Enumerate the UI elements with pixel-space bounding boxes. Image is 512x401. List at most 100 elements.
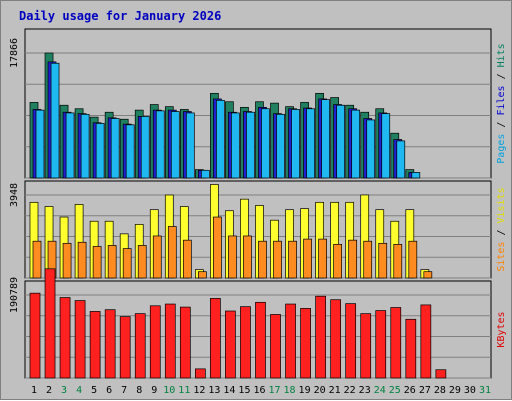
- x-tick-label: 19: [299, 385, 311, 396]
- top-legend: Pages / Files / Hits: [496, 43, 507, 163]
- mid-bar-sites: [182, 239, 192, 279]
- top-bar-pages: [366, 119, 376, 179]
- top-bar-pages: [170, 111, 180, 179]
- x-tick-label: 17: [268, 385, 280, 396]
- x-tick-label: 23: [359, 385, 371, 396]
- mid-ymax-label: 3948: [9, 183, 20, 207]
- bot-bar-kbytes: [375, 310, 387, 379]
- bot-bar-kbytes: [29, 292, 41, 379]
- mid-bar-sites: [152, 235, 162, 279]
- top-bar-pages: [140, 116, 150, 179]
- top-ymax-label: 17866: [9, 38, 20, 68]
- top-bar-pages: [306, 108, 315, 179]
- legend-entry: /: [496, 223, 507, 241]
- mid-legend: Sites / Visits: [496, 187, 507, 271]
- x-tick-label: 6: [106, 385, 112, 396]
- mid-bar-sites: [77, 241, 87, 279]
- top-bar-pages: [336, 104, 345, 179]
- bot-bar-kbytes: [104, 309, 116, 379]
- top-bar-pages: [185, 112, 195, 179]
- mid-bar-sites: [363, 240, 373, 279]
- top-bar-pages: [216, 99, 225, 179]
- bot-ymax-label: 190789: [9, 277, 20, 313]
- x-tick-label: 12: [193, 385, 205, 396]
- top-bar-pages: [321, 99, 330, 179]
- bot-bar-kbytes: [119, 316, 131, 379]
- bot-bar-kbytes: [240, 306, 251, 379]
- bot-bar-kbytes: [179, 306, 191, 379]
- x-tick-label: 8: [136, 385, 142, 396]
- legend-entry: /: [496, 67, 507, 85]
- x-tick-label: 27: [419, 385, 431, 396]
- top-bar-pages: [261, 108, 270, 179]
- top-bar-pages: [231, 112, 240, 179]
- top-bar-pages: [201, 169, 210, 179]
- x-tick-label: 10: [163, 385, 175, 396]
- mid-bar-sites: [137, 245, 147, 279]
- bot-bar-kbytes: [285, 303, 296, 379]
- top-bar-pages: [155, 110, 165, 179]
- top-bar-pages: [80, 113, 90, 179]
- x-tick-label: 15: [238, 385, 250, 396]
- mid-bar-sites: [318, 238, 327, 279]
- legend-entry: Files: [496, 85, 507, 115]
- bot-bar-kbytes: [405, 318, 417, 379]
- x-tick-label: 11: [178, 385, 190, 396]
- top-bar-pages: [291, 109, 300, 179]
- bot-bar-kbytes: [420, 304, 432, 379]
- legend-entry: Visits: [496, 187, 507, 223]
- bot-legend: KBytes: [496, 311, 507, 347]
- x-tick-label: 29: [449, 385, 461, 396]
- mid-bar-sites: [333, 244, 342, 279]
- legend-entry: /: [496, 116, 507, 134]
- legend-entry: Sites: [496, 242, 507, 272]
- mid-bar-sites: [107, 245, 117, 279]
- mid-bar-sites: [243, 235, 252, 279]
- mid-bar-sites: [393, 244, 403, 279]
- top-bar-pages: [411, 172, 421, 179]
- bot-bar-kbytes: [210, 298, 221, 379]
- mid-bar-sites: [303, 238, 312, 279]
- top-bar-pages: [125, 124, 135, 179]
- bot-bar-kbytes: [300, 308, 311, 379]
- bot-bar-kbytes: [74, 300, 86, 379]
- legend-entry: Hits: [496, 43, 507, 67]
- mid-bar-sites: [213, 216, 222, 279]
- mid-bar-sites: [378, 242, 388, 279]
- x-tick-label: 25: [389, 385, 401, 396]
- bot-bar-kbytes: [435, 369, 447, 379]
- x-tick-label: 14: [223, 385, 235, 396]
- top-bar-pages: [50, 62, 60, 179]
- x-tick-label: 24: [374, 385, 386, 396]
- bot-bar-kbytes: [345, 303, 357, 379]
- top-bar-pages: [396, 140, 406, 179]
- bot-bar-kbytes: [360, 313, 372, 379]
- mid-bar-sites: [348, 239, 358, 279]
- bot-bar-kbytes: [330, 299, 341, 379]
- x-tick-label: 2: [46, 385, 52, 396]
- bot-bar-kbytes: [134, 313, 146, 379]
- mid-bar-sites: [423, 271, 433, 279]
- chart-title: Daily usage for January 2026: [19, 9, 221, 23]
- top-bar-pages: [276, 113, 285, 179]
- top-bar-pages: [35, 109, 45, 179]
- top-bar-pages: [95, 123, 105, 179]
- bot-bar-kbytes: [315, 295, 326, 379]
- bot-bar-kbytes: [149, 305, 161, 379]
- bot-bar-kbytes: [89, 311, 101, 379]
- top-bar-pages: [351, 109, 361, 179]
- mid-bar-sites: [228, 235, 237, 279]
- mid-bar-sites: [167, 226, 177, 279]
- mid-bar-sites: [32, 240, 42, 279]
- x-tick-label: 1: [31, 385, 37, 396]
- x-tick-label: 26: [404, 385, 416, 396]
- top-bar-pages: [381, 113, 391, 179]
- bot-bar-kbytes: [195, 368, 206, 379]
- mid-bar-sites: [62, 242, 72, 279]
- mid-bar-sites: [198, 271, 207, 279]
- x-tick-label: 13: [208, 385, 220, 396]
- x-tick-label: 20: [314, 385, 326, 396]
- top-bar-pages: [110, 118, 120, 179]
